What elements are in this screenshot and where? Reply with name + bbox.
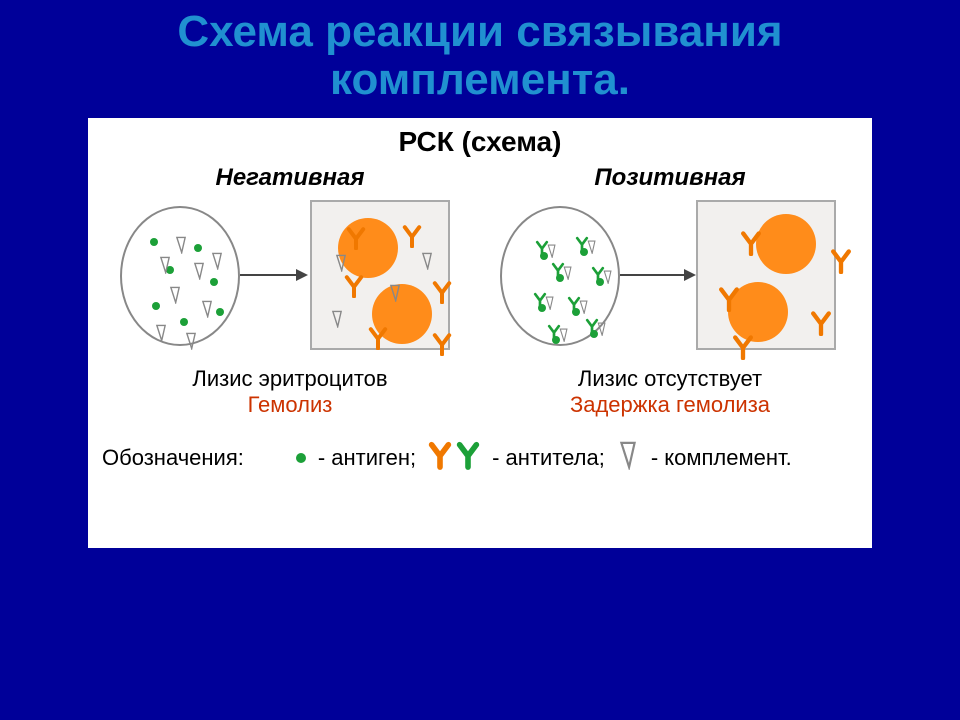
slide-title-line2: комплемента. xyxy=(330,55,630,104)
antigen-dot xyxy=(194,244,202,252)
positive-outcome: Лизис отсутствует Задержка гемолиза xyxy=(500,366,840,418)
antigen-dot xyxy=(150,238,158,246)
complement-shape xyxy=(558,328,569,347)
antibody-shape xyxy=(716,286,742,317)
complement-shape xyxy=(388,284,402,307)
complement-shape xyxy=(184,332,198,355)
positive-outcome-line2: Задержка гемолиза xyxy=(500,392,840,418)
antibody-shape xyxy=(730,334,756,365)
complement-shape xyxy=(586,240,597,259)
complement-shape xyxy=(192,262,206,285)
complement-shape xyxy=(578,300,589,319)
positive-outcome-line1: Лизис отсутствует xyxy=(578,366,762,391)
negative-outcome-line1: Лизис эритроцитов xyxy=(192,366,387,391)
complement-shape xyxy=(168,286,182,309)
complement-shape xyxy=(544,296,555,315)
complement-icon xyxy=(617,440,639,476)
diagram-panel: РСК (схема) Негативная Лизис эритроцитов… xyxy=(88,118,872,548)
positive-scene xyxy=(500,196,840,356)
antibody-shape xyxy=(430,332,454,361)
antibody-shape xyxy=(430,280,454,309)
complement-shape xyxy=(200,300,214,323)
tube-oval xyxy=(500,206,620,346)
negative-scene xyxy=(120,196,460,356)
complement-shape xyxy=(596,322,607,341)
diagram-title: РСК (схема) xyxy=(102,126,858,158)
legend: Обозначения: - антиген; - антитела; - ко… xyxy=(102,440,858,476)
diagram-columns: Негативная Лизис эритроцитов Гемолиз Поз… xyxy=(102,164,858,418)
complement-shape xyxy=(158,256,172,279)
result-box xyxy=(310,200,450,350)
antibody-shape xyxy=(400,224,424,253)
antibody-shape xyxy=(366,326,390,355)
positive-label: Позитивная xyxy=(500,164,840,192)
antibody-shape xyxy=(828,248,854,279)
result-box xyxy=(696,200,836,350)
complement-shape xyxy=(210,252,224,275)
legend-complement: - комплемент. xyxy=(651,445,792,471)
slide-title-line1: Схема реакции связывания xyxy=(177,7,782,56)
antigen-dot xyxy=(210,278,218,286)
negative-outcome: Лизис эритроцитов Гемолиз xyxy=(120,366,460,418)
complement-shape xyxy=(174,236,188,259)
antigen-dot xyxy=(216,308,224,316)
negative-outcome-line2: Гемолиз xyxy=(120,392,460,418)
complement-shape xyxy=(334,254,348,277)
complement-shape xyxy=(602,270,613,289)
complement-shape xyxy=(546,244,557,263)
complement-shape xyxy=(330,310,344,333)
negative-column: Негативная Лизис эритроцитов Гемолиз xyxy=(120,164,460,418)
antigen-dot xyxy=(180,318,188,326)
antibody-icon xyxy=(426,440,482,476)
positive-column: Позитивная Лизис отсутствует Задержка ге… xyxy=(500,164,840,418)
tube-oval xyxy=(120,206,240,346)
negative-label: Негативная xyxy=(120,164,460,192)
antibody-shape xyxy=(344,226,368,255)
legend-label: Обозначения: xyxy=(102,445,244,471)
antibody-shape xyxy=(738,230,764,261)
legend-antibody: - антитела; xyxy=(492,445,605,471)
complement-shape xyxy=(420,252,434,275)
complement-shape xyxy=(562,266,573,285)
antigen-dot xyxy=(152,302,160,310)
antibody-shape xyxy=(342,274,366,303)
arrow xyxy=(620,274,694,276)
antibody-shape xyxy=(808,310,834,341)
complement-shape xyxy=(154,324,168,347)
arrow xyxy=(240,274,306,276)
slide-title: Схема реакции связывания комплемента. xyxy=(0,0,960,105)
legend-antigen: - антиген; xyxy=(318,445,416,471)
antigen-icon xyxy=(296,453,306,463)
